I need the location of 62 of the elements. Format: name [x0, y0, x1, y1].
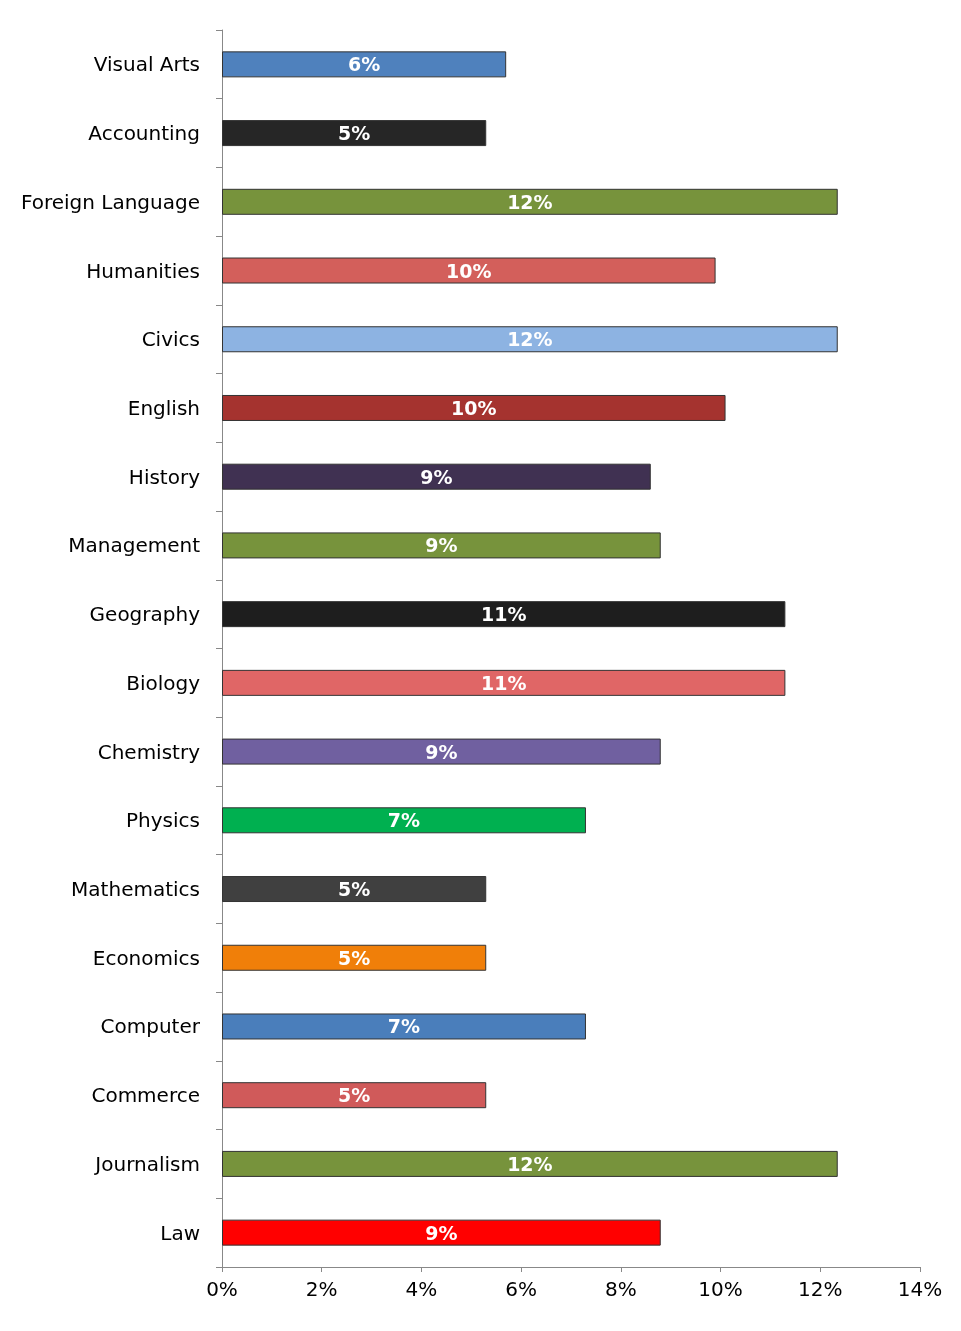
y-tick-label: Biology: [126, 670, 201, 695]
data-label: 12%: [507, 190, 553, 213]
y-tick-label: Accounting: [88, 121, 200, 146]
bar: [222, 120, 487, 147]
bar: [222, 1219, 661, 1246]
y-tick-label: Visual Arts: [93, 52, 200, 77]
y-tick-label: Geography: [89, 602, 201, 627]
bar: [222, 463, 651, 490]
x-tick-label: 14%: [897, 1277, 943, 1301]
y-tick-label: Humanities: [86, 258, 200, 283]
bar: [222, 1082, 487, 1109]
x-tick-label: 12%: [798, 1277, 843, 1301]
x-tick-label: 4%: [405, 1277, 438, 1301]
y-tick-label: Commerce: [91, 1083, 200, 1108]
bar: [222, 394, 726, 421]
data-label: 10%: [451, 396, 497, 419]
data-label: 10%: [446, 259, 492, 282]
bar: [222, 257, 716, 284]
data-label: 7%: [387, 1015, 421, 1038]
data-label: 5%: [337, 946, 371, 969]
y-tick-label: Journalism: [93, 1151, 200, 1176]
y-tick-label: Economics: [92, 945, 200, 970]
bar: [222, 669, 786, 696]
bar: [222, 807, 586, 834]
y-tick-label: Management: [68, 533, 201, 558]
y-tick-label: Computer: [100, 1014, 201, 1039]
data-label: 9%: [425, 534, 458, 557]
bar: [222, 326, 838, 353]
data-label: 12%: [507, 1152, 553, 1175]
x-tick-label: 8%: [604, 1277, 637, 1301]
bar: [222, 188, 838, 215]
data-label: 7%: [387, 809, 421, 832]
data-label: 9%: [425, 1221, 458, 1244]
data-label: 11%: [480, 603, 527, 626]
y-tick-label: Physics: [126, 808, 200, 833]
data-label: 5%: [337, 1084, 371, 1107]
y-tick-label: Foreign Language: [20, 189, 200, 214]
y-tick-label: Law: [160, 1220, 200, 1245]
bar: [222, 1150, 838, 1177]
y-tick-label: Civics: [141, 327, 200, 352]
data-label: 12%: [507, 328, 553, 351]
y-tick-label: Mathematics: [71, 877, 200, 902]
bar: [222, 738, 661, 765]
bar: [222, 51, 507, 78]
bar: [222, 876, 487, 903]
data-label: 9%: [425, 740, 458, 763]
y-tick-label: Chemistry: [97, 739, 201, 764]
x-tick-label: 2%: [305, 1277, 338, 1301]
data-label: 5%: [337, 122, 371, 145]
bar: [222, 944, 487, 971]
x-tick-label: 10%: [698, 1277, 743, 1301]
data-label: 6%: [347, 53, 381, 76]
data-label: 11%: [480, 671, 527, 694]
bar: [222, 532, 661, 559]
y-tick-label: History: [128, 464, 201, 489]
x-tick-label: 6%: [505, 1277, 538, 1301]
data-label: 5%: [337, 878, 371, 901]
data-label: 9%: [420, 465, 453, 488]
x-tick-label: 0%: [206, 1277, 238, 1301]
y-tick-label: English: [127, 395, 200, 420]
bar: [222, 1013, 586, 1040]
bar: [222, 601, 786, 628]
